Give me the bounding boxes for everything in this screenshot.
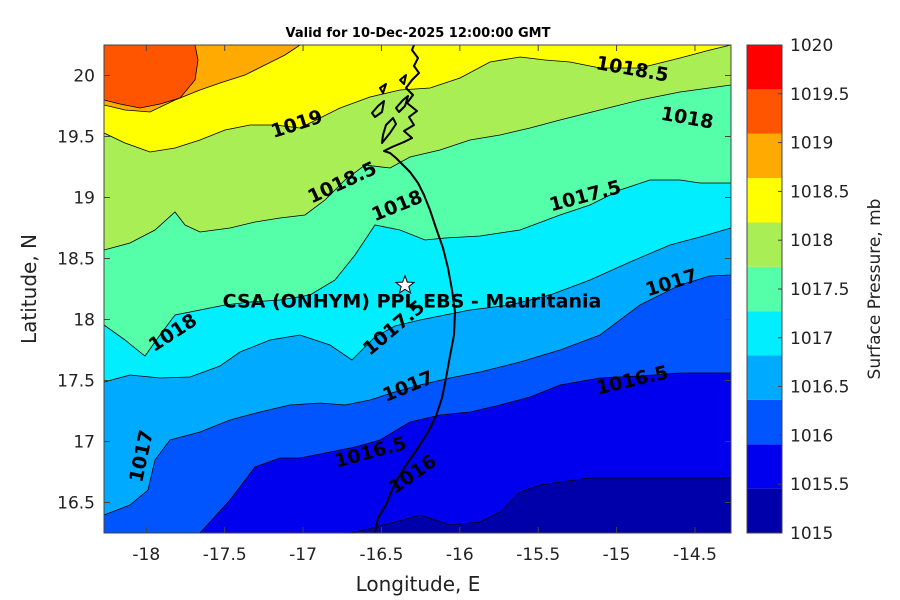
y-tick-label: 19.5: [57, 128, 95, 148]
x-tick-label: -14.5: [673, 545, 717, 565]
site-star-icon: [394, 274, 416, 295]
plot-frame: [103, 44, 732, 534]
colorbar-swatch: [747, 488, 782, 533]
x-tick-label: -18: [132, 545, 160, 565]
contour-line-1015-5: [349, 477, 731, 533]
colorbar-tick-label: 1016.5: [790, 378, 849, 398]
site-marker: CSA (ONHYM) PPL EBS - Mauritania: [223, 274, 602, 312]
y-tick-label: 18.5: [57, 250, 95, 270]
coastline-island-3: [395, 95, 409, 113]
y-axis-ticks: 16.5 17 17.5 18 18.5 19 19.5 20: [57, 67, 731, 514]
contour-line-1019-5: [104, 45, 199, 109]
x-tick-label: -17.5: [203, 545, 247, 565]
colorbar: 1015 1015.5 1016 1016.5 1017 1017.5 1018 1018.5…: [746, 36, 849, 544]
contour-line-1018-5: [104, 45, 731, 153]
colorbar-tick-label: 1015: [790, 524, 833, 544]
colorbar-tick-label: 1019: [790, 134, 833, 154]
site-label: CSA (ONHYM) PPL EBS - Mauritania: [223, 290, 602, 312]
colorbar-tick-label: 1016: [790, 426, 833, 446]
colorbar-swatch: [747, 133, 782, 179]
coastline-island-4: [379, 83, 387, 94]
map-title: Valid for 10-Dec-2025 12:00:00 GMT: [286, 26, 551, 41]
y-tick-label: 17: [73, 433, 95, 453]
band-1019-5: [104, 45, 198, 108]
contour-line-1018: [104, 84, 731, 251]
colorbar-swatch: [747, 355, 782, 400]
colorbar-label: Surface Pressure, mb: [865, 199, 885, 380]
contour-line-1017: [104, 227, 731, 383]
y-tick-label: 20: [73, 67, 95, 87]
x-tick-label: -15: [603, 545, 631, 565]
x-tick-label: -16.5: [359, 545, 403, 565]
colorbar-tick-label: 1018: [790, 231, 833, 251]
colorbar-tick-label: 1017: [790, 329, 833, 349]
x-tick-label: -16: [446, 545, 474, 565]
colorbar-swatch: [747, 222, 782, 267]
x-tick-label: -15.5: [516, 545, 560, 565]
colorbar-tick-label: 1020: [790, 36, 833, 56]
y-tick-label: 18: [73, 311, 95, 331]
contour-line-1016: [199, 372, 731, 533]
colorbar-swatch: [747, 444, 782, 489]
contour-line-1017-5: [104, 179, 731, 357]
x-axis-ticks: -18 -17.5 -17 -16.5 -16 -15.5 -15 -14.5: [132, 45, 717, 565]
colorbar-swatch: [747, 45, 782, 90]
contour-line-1016-5: [104, 274, 731, 516]
contour-fill-layer: [104, 45, 731, 533]
colorbar-tick-label: 1015.5: [790, 475, 849, 495]
colorbar-swatch: [747, 178, 782, 223]
colorbar-tick-label: 1018.5: [790, 182, 849, 202]
colorbar-swatch: [747, 311, 782, 356]
y-axis-label: Latitude, N: [17, 234, 41, 344]
y-tick-label: 16.5: [57, 494, 95, 514]
colorbar-swatch: [747, 266, 782, 312]
contour-lines: [104, 45, 731, 533]
contour-line-1019: [104, 45, 301, 113]
band-1018-5: [104, 45, 731, 152]
coastline: [371, 45, 456, 533]
x-axis-label: Longitude, E: [356, 572, 481, 596]
colorbar-tick-label: 1019.5: [790, 85, 849, 105]
coastline-path: [374, 45, 456, 533]
y-tick-label: 19: [73, 189, 95, 209]
x-tick-label: -17: [289, 545, 317, 565]
colorbar-swatch: [747, 399, 782, 445]
coastline-island-2: [371, 100, 385, 118]
colorbar-swatch: [747, 89, 782, 134]
coastline-island-5: [399, 74, 407, 85]
colorbar-tick-label: 1017.5: [790, 280, 849, 300]
y-tick-label: 17.5: [57, 372, 95, 392]
coastline-island-1: [381, 117, 397, 144]
